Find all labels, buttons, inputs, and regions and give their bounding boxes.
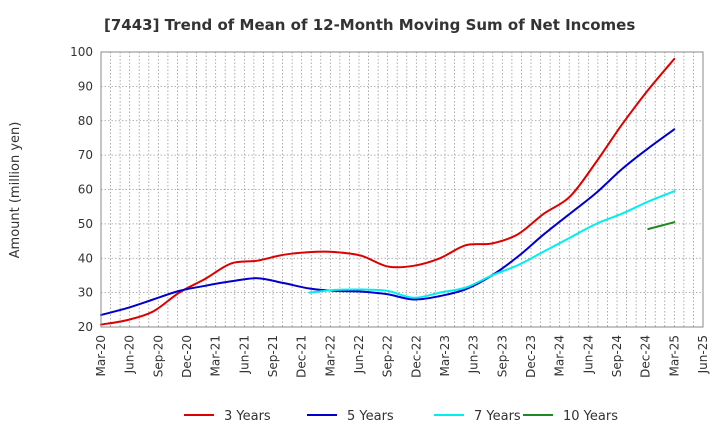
- chart-title: [7443] Trend of Mean of 12-Month Moving …: [104, 16, 635, 34]
- x-tick-label: Mar-25: [667, 335, 681, 376]
- y-tick-label: 60: [78, 183, 93, 197]
- x-tick-label: Mar-23: [438, 335, 452, 376]
- legend-label-3-years: 3 Years: [224, 409, 271, 424]
- series-line-5-years: [100, 128, 676, 316]
- x-tick-label: Mar-24: [553, 335, 567, 376]
- y-tick-label: 90: [78, 79, 93, 93]
- y-tick-label: 20: [78, 320, 93, 334]
- x-tick-label: Jun-22: [352, 335, 366, 374]
- y-tick-label: 30: [78, 286, 93, 300]
- x-tick-label: Jun-20: [123, 335, 137, 374]
- series-line-3-years: [100, 57, 676, 326]
- x-tick-label: Mar-22: [323, 335, 337, 376]
- y-tick-label: 40: [78, 251, 93, 265]
- x-tick-label: Dec-20: [180, 335, 194, 378]
- x-tick-label: Dec-23: [524, 335, 538, 378]
- x-axis-ticks: Mar-20 Jun-20 Sep-20 Dec-20 Mar-21 Jun-21 Sep-…: [94, 335, 710, 378]
- y-tick-label: 100: [70, 45, 93, 59]
- x-tick-label: Jun-24: [581, 335, 595, 374]
- series-lines: [100, 57, 676, 326]
- legend-label-10-years: 10 Years: [563, 409, 618, 424]
- y-tick-label: 80: [78, 114, 93, 128]
- y-tick-label: 70: [78, 148, 93, 162]
- y-axis-label: Amount (million yen): [8, 122, 23, 259]
- x-tick-label: Jun-25: [696, 335, 710, 374]
- plot-frame: [100, 51, 704, 328]
- legend-label-5-years: 5 Years: [347, 409, 394, 424]
- x-tick-label: Sep-23: [495, 335, 509, 377]
- y-axis-ticks: 20 30 40 50 60 70 80 90 100: [70, 45, 93, 334]
- y-tick-label: 50: [78, 217, 93, 231]
- x-tick-label: Sep-24: [610, 335, 624, 377]
- x-tick-label: Mar-20: [94, 335, 108, 376]
- x-tick-label: Dec-24: [639, 335, 653, 378]
- x-tick-label: Jun-21: [237, 335, 251, 374]
- x-tick-label: Dec-22: [409, 335, 423, 378]
- legend: 3 Years 5 Years 7 Years 10 Years: [184, 409, 618, 424]
- series-line-7-years: [308, 190, 676, 299]
- legend-label-7-years: 7 Years: [474, 409, 521, 424]
- x-tick-label: Sep-21: [266, 335, 280, 377]
- series-line-10-years: [647, 221, 676, 230]
- x-tick-label: Jun-23: [467, 335, 481, 374]
- x-tick-label: Dec-21: [295, 335, 309, 378]
- x-tick-label: Sep-20: [151, 335, 165, 377]
- x-tick-label: Sep-22: [381, 335, 395, 377]
- x-tick-label: Mar-21: [209, 335, 223, 376]
